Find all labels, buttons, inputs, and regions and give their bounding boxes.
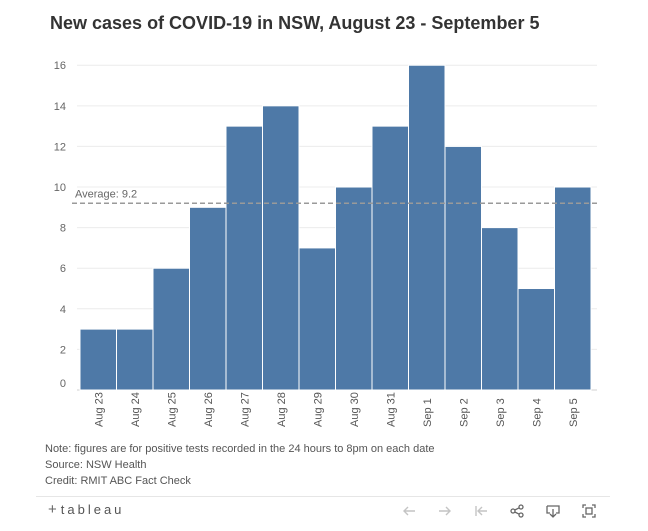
download-icon[interactable] (542, 501, 564, 521)
bar-aug-26[interactable] (189, 206, 227, 391)
x-tick-label: Aug 28 (276, 392, 288, 427)
bar-aug-29[interactable] (298, 247, 336, 391)
x-tick-label: Sep 5 (568, 398, 580, 427)
tableau-toolbar: + tableau (0, 498, 648, 524)
note-text: Note: figures are for positive tests rec… (45, 443, 435, 455)
x-tick-label: Sep 2 (458, 398, 470, 427)
redo-icon[interactable] (434, 501, 456, 521)
bar-aug-28[interactable] (262, 105, 300, 391)
y-tick-label: 10 (54, 182, 66, 194)
y-tick-label: 4 (60, 304, 66, 316)
bar-aug-25[interactable] (152, 267, 190, 391)
share-icon[interactable] (506, 501, 528, 521)
source-text: Source: NSW Health (45, 459, 147, 471)
chart-title: New cases of COVID-19 in NSW, August 23 … (50, 13, 540, 33)
y-tick-label: 2 (60, 344, 66, 356)
y-tick-label: 0 (60, 378, 66, 390)
x-tick-label: Aug 30 (349, 392, 361, 427)
x-tick-label: Sep 1 (422, 398, 434, 427)
x-tick-label: Aug 26 (203, 392, 215, 427)
bar-aug-31[interactable] (371, 125, 409, 391)
x-tick-label: Aug 25 (166, 392, 178, 427)
bar-sep-5[interactable] (554, 186, 592, 391)
x-tick-label: Aug 23 (93, 392, 105, 427)
bar-sep-4[interactable] (517, 288, 555, 391)
credit-text: Credit: RMIT ABC Fact Check (45, 475, 191, 487)
average-reference-line: Average: 9.2 (72, 188, 597, 205)
bar-sep-1[interactable] (408, 64, 446, 391)
chart-notes: Note: figures are for positive tests rec… (45, 441, 435, 489)
y-tick-label: 6 (60, 263, 66, 275)
x-tick-label: Sep 3 (495, 398, 507, 427)
bar-aug-30[interactable] (335, 186, 373, 391)
bar-sep-2[interactable] (444, 145, 482, 391)
bar-aug-24[interactable] (116, 328, 154, 391)
y-axis-ticks: 0 2 4 6 8 10 12 14 16 (54, 60, 66, 390)
tableau-logo-text: tableau (60, 502, 125, 517)
footer-divider (36, 496, 610, 497)
x-tick-label: Aug 29 (312, 392, 324, 427)
tableau-logo-icon: + (48, 501, 57, 518)
x-axis-ticks: Aug 23 Aug 24 Aug 25 Aug 26 Aug 27 Aug 28 Aug … (93, 392, 580, 427)
y-tick-label: 8 (60, 223, 66, 235)
x-tick-label: Aug 24 (130, 392, 142, 427)
x-tick-label: Aug 27 (239, 392, 251, 427)
y-tick-label: 12 (54, 141, 66, 153)
undo-icon[interactable] (398, 501, 420, 521)
revert-icon[interactable] (470, 501, 492, 521)
average-label: Average: 9.2 (75, 188, 137, 200)
bar-sep-3[interactable] (481, 227, 519, 391)
x-tick-label: Aug 31 (385, 392, 397, 427)
y-tick-label: 16 (54, 60, 66, 72)
y-tick-label: 14 (54, 101, 66, 113)
x-tick-label: Sep 4 (531, 398, 543, 427)
bar-aug-27[interactable] (225, 125, 263, 391)
tableau-logo[interactable]: + tableau (48, 501, 124, 518)
bars (79, 64, 592, 391)
fullscreen-icon[interactable] (578, 501, 600, 521)
bar-aug-23[interactable] (79, 328, 117, 391)
